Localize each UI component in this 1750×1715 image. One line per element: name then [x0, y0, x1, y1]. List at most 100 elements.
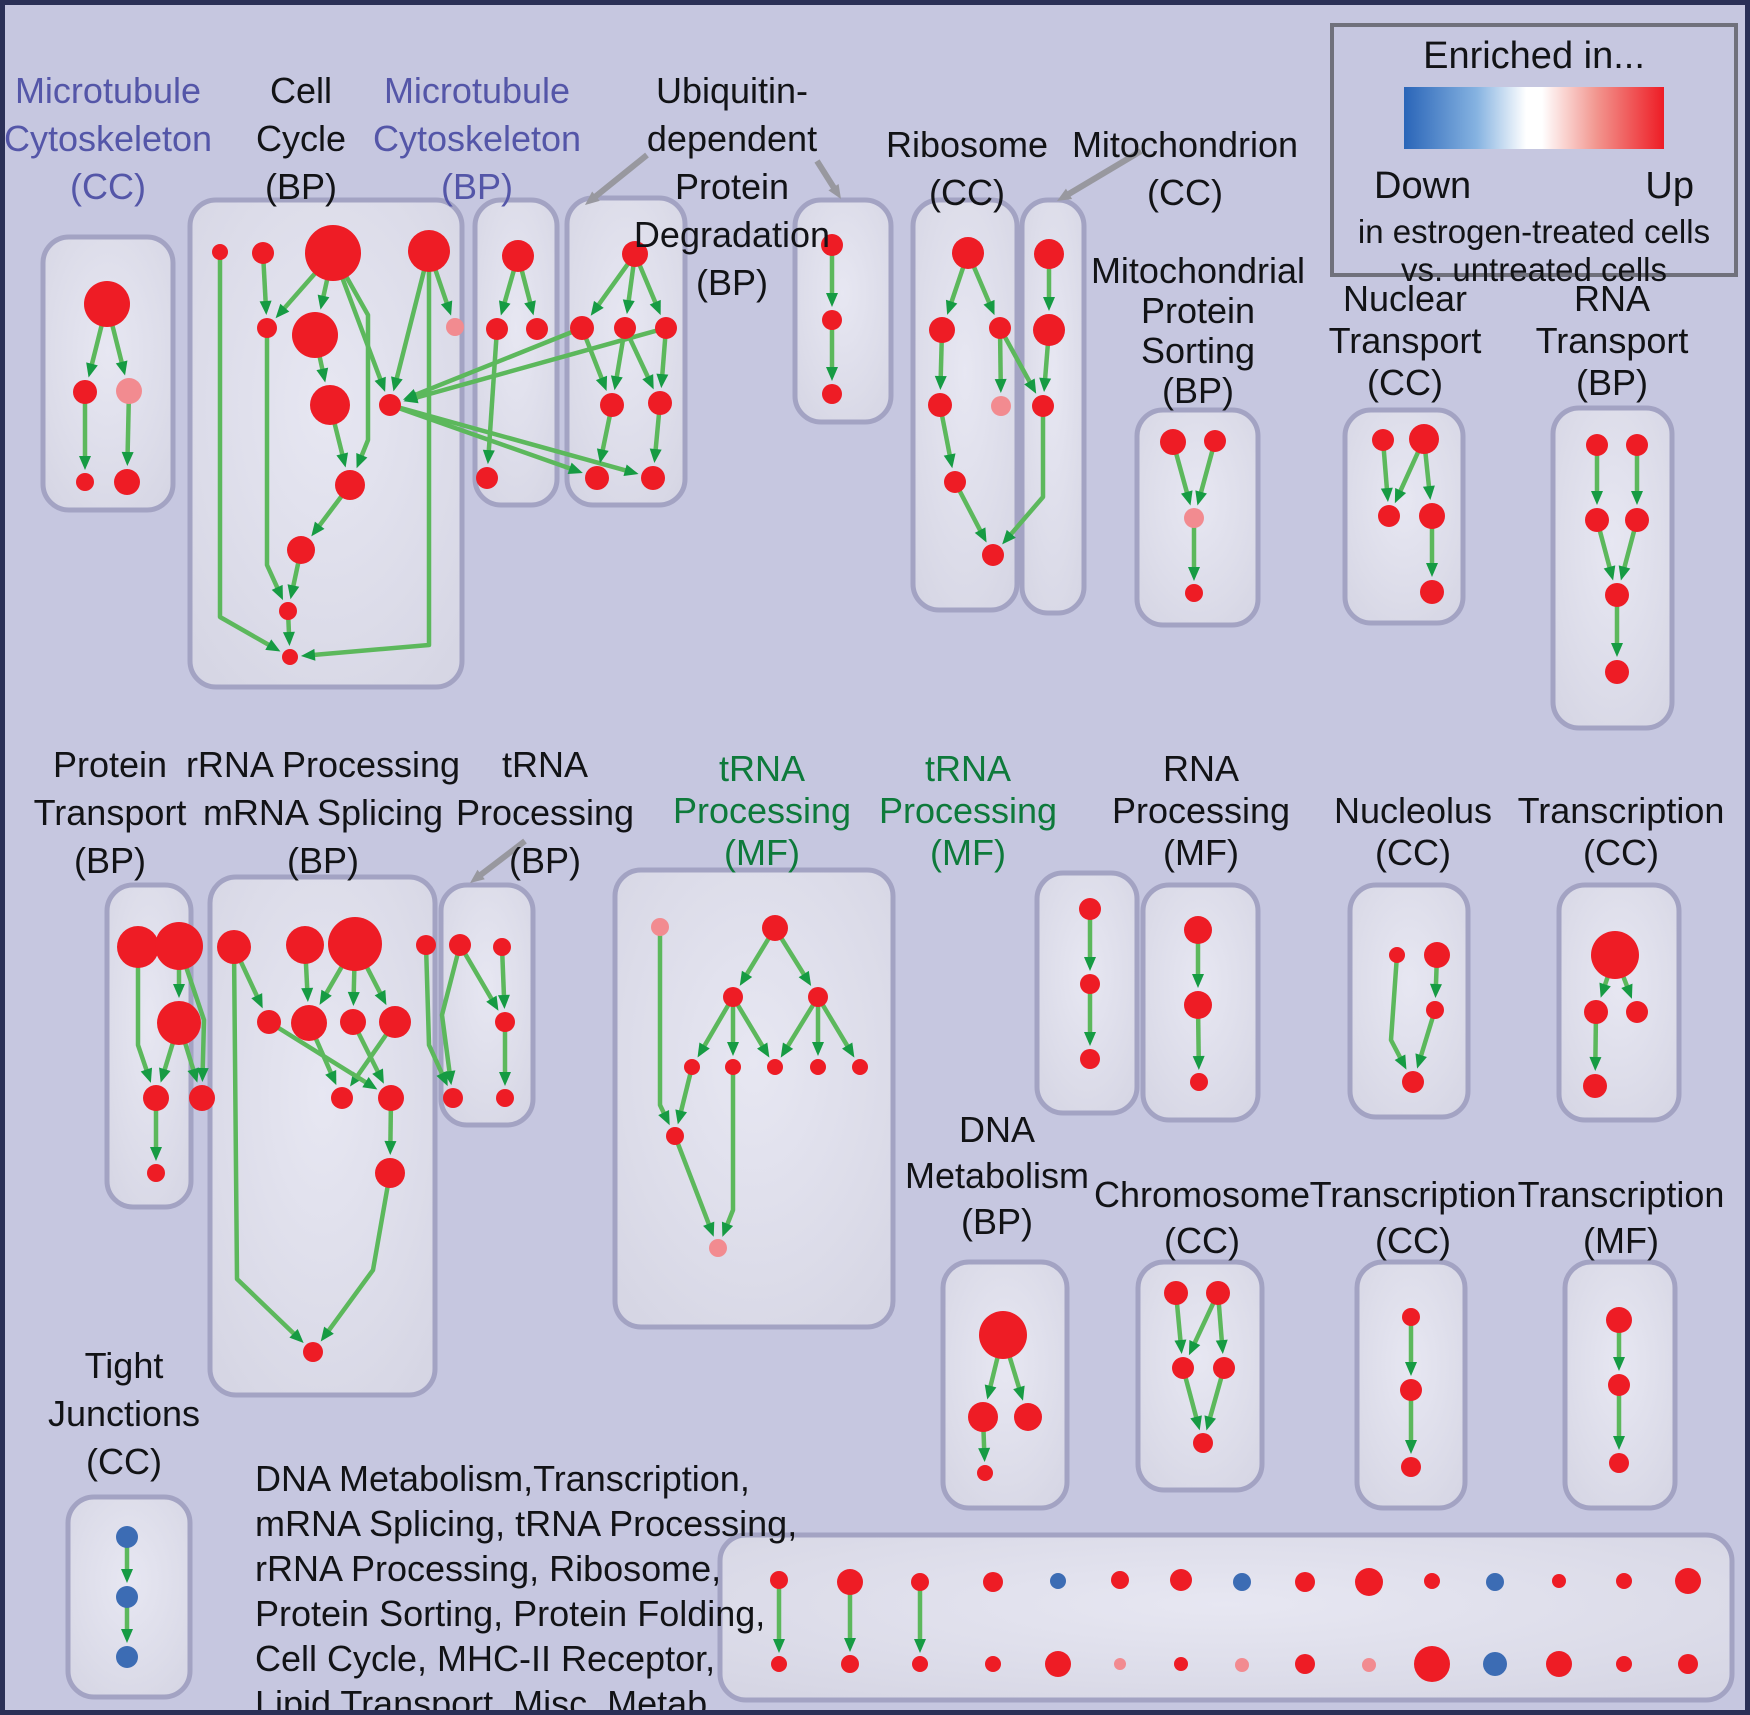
go-term-node-k7b	[1174, 1657, 1188, 1671]
go-term-node-s3	[1184, 508, 1204, 528]
trna-bp-callout-arrow	[469, 838, 527, 883]
go-term-node-v1	[821, 234, 843, 256]
go-term-node-k1t	[770, 1571, 788, 1589]
hierarchy-edge	[402, 325, 583, 401]
go-term-node-c11	[279, 602, 297, 620]
go-term-node-y1	[1389, 947, 1405, 963]
hierarchy-edge	[389, 402, 639, 477]
go-term-node-k15t	[1675, 1568, 1701, 1594]
legend-subtitle-line1: in estrogen-treated cells	[1357, 213, 1711, 250]
go-term-node-r4	[1625, 508, 1649, 532]
go-term-node-B	[286, 926, 324, 964]
color-legend: Enriched in... Down Up in estrogen-treat…	[1330, 23, 1738, 288]
hierarchy-edge	[391, 250, 432, 392]
go-term-node-q7	[585, 466, 609, 490]
go-term-node-r5	[1605, 583, 1629, 607]
go-term-node-e2	[1400, 1379, 1422, 1401]
go-term-node-p5	[189, 1085, 215, 1111]
legend-endpoint-labels: Down Up	[1374, 165, 1694, 208]
go-term-node-z2	[1584, 1000, 1608, 1024]
go-term-node-x3	[1190, 1073, 1208, 1091]
go-term-node-c9	[335, 470, 365, 500]
go-term-node-w2	[1080, 974, 1100, 994]
go-term-node-d1	[979, 1311, 1027, 1359]
go-term-node-h1	[1164, 1281, 1188, 1305]
go-term-node-u5	[114, 469, 140, 495]
go-term-node-M6	[767, 1059, 783, 1075]
go-term-node-k8t	[1233, 1573, 1251, 1591]
go-term-node-r6	[1605, 660, 1629, 684]
go-term-node-k4t	[983, 1572, 1003, 1592]
go-term-node-q6	[648, 391, 672, 415]
go-term-node-f1	[1606, 1307, 1632, 1333]
hierarchy-edge	[267, 1020, 378, 1090]
go-term-node-c1	[212, 244, 228, 260]
hierarchy-edge	[672, 1135, 715, 1237]
go-term-node-K	[375, 1158, 405, 1188]
go-term-node-h4	[1213, 1357, 1235, 1379]
network-canvas	[40, 148, 1735, 1703]
go-term-node-s2	[1204, 430, 1226, 452]
go-term-node-c2	[252, 242, 274, 264]
go-term-node-c6	[292, 312, 338, 358]
go-term-node-n5	[991, 396, 1011, 416]
go-term-node-k3b	[912, 1656, 928, 1672]
go-term-node-k5t	[1050, 1573, 1066, 1589]
go-term-node-k12b	[1483, 1652, 1507, 1676]
hierarchy-edge	[300, 251, 432, 661]
go-term-node-T3	[495, 1012, 515, 1032]
go-term-node-q4	[655, 317, 677, 339]
go-term-node-p2	[155, 922, 203, 970]
go-term-node-z1	[1591, 931, 1639, 979]
go-term-node-h5	[1193, 1433, 1213, 1453]
go-term-node-k2b	[841, 1655, 859, 1673]
go-term-node-y2	[1424, 942, 1450, 968]
go-term-node-k14t	[1616, 1573, 1632, 1589]
go-term-node-k10t	[1355, 1568, 1383, 1596]
go-term-node-x2	[1184, 991, 1212, 1019]
go-term-node-r3	[1585, 508, 1609, 532]
go-term-node-y3	[1426, 1001, 1444, 1019]
go-term-node-p6	[147, 1164, 165, 1182]
go-term-node-h3	[1172, 1357, 1194, 1379]
go-term-node-M7	[810, 1059, 826, 1075]
go-term-node-k9b	[1295, 1654, 1315, 1674]
hierarchy-edge	[331, 251, 371, 469]
hierarchy-edge	[135, 947, 153, 1083]
legend-subtitle: in estrogen-treated cells vs. untreated …	[1334, 213, 1734, 289]
go-term-node-A	[217, 930, 251, 964]
go-term-node-j1	[116, 1526, 138, 1548]
cluster-box-rrna-processing-mrna-splicing-bp	[207, 874, 438, 1398]
go-term-node-d3	[1014, 1403, 1042, 1431]
go-term-node-e3	[1401, 1457, 1421, 1477]
go-term-node-J	[378, 1085, 404, 1111]
go-term-node-C	[328, 917, 382, 971]
go-term-node-w3	[1080, 1049, 1100, 1069]
go-term-node-k5b	[1045, 1651, 1071, 1677]
ubiquitin-left-callout-arrow	[585, 152, 649, 206]
go-term-node-n4	[928, 393, 952, 417]
go-term-node-u4	[76, 473, 94, 491]
go-term-node-d4	[977, 1465, 993, 1481]
go-term-node-M0	[651, 918, 669, 936]
go-term-node-x1	[1184, 916, 1212, 944]
go-term-node-s4	[1185, 584, 1203, 602]
go-term-node-k6t	[1111, 1571, 1129, 1589]
cluster-box-cell-cycle-bp	[187, 197, 465, 690]
go-term-node-p3	[157, 1001, 201, 1045]
go-term-node-k7t	[1170, 1569, 1192, 1591]
go-term-node-k12t	[1486, 1573, 1504, 1591]
cluster-box-mixed-bottom-strip	[717, 1532, 1735, 1703]
go-term-node-u2	[73, 380, 97, 404]
go-term-node-E	[257, 1010, 281, 1034]
go-term-node-k13t	[1552, 1574, 1566, 1588]
go-term-node-t1	[1372, 429, 1394, 451]
go-term-node-c3	[305, 225, 361, 281]
go-term-node-t3	[1378, 505, 1400, 527]
go-term-node-k3t	[911, 1573, 929, 1591]
go-term-node-T4	[443, 1088, 463, 1108]
go-term-node-k14b	[1616, 1656, 1632, 1672]
go-term-node-q3	[614, 317, 636, 339]
go-term-node-u3	[116, 378, 142, 404]
hierarchy-edge	[217, 252, 281, 652]
